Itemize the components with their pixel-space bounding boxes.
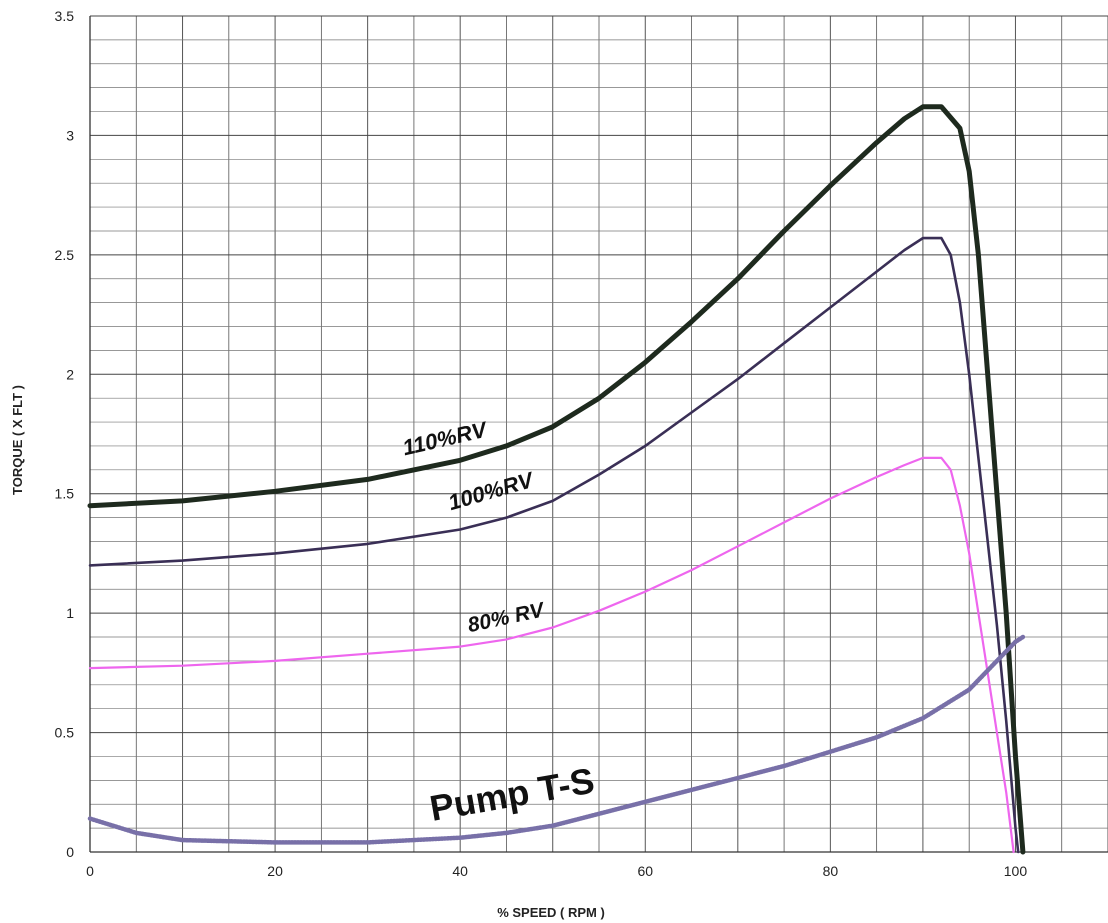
y-axis-title: TORQUE ( X FLT ) xyxy=(10,385,25,495)
series-lines xyxy=(87,104,1026,855)
y-tick-label: 1 xyxy=(66,605,74,621)
y-tick-label: 3.5 xyxy=(55,8,75,24)
x-axis-title: % SPEED ( RPM ) xyxy=(497,905,605,920)
x-tick-label: 0 xyxy=(86,863,94,879)
series-line-4 xyxy=(87,634,1026,845)
series-line-1 xyxy=(87,104,1026,855)
y-tick-label: 3 xyxy=(66,127,74,143)
y-tick-label: 0.5 xyxy=(55,725,75,741)
series-label-2: 100%RV xyxy=(445,467,538,516)
x-tick-label: 60 xyxy=(637,863,653,879)
series-line-3 xyxy=(88,456,1015,854)
grid xyxy=(89,15,1108,853)
tick-labels: 0 20 40 60 80 100 0 0.5 1 1.5 2 2.5 3 3.5 xyxy=(55,8,1028,879)
y-tick-label: 0 xyxy=(66,844,74,860)
series-label-4: Pump T-S xyxy=(427,760,598,829)
y-tick-label: 1.5 xyxy=(55,486,75,502)
x-tick-label: 100 xyxy=(1004,863,1028,879)
y-tick-label: 2.5 xyxy=(55,247,75,263)
x-tick-label: 20 xyxy=(267,863,283,879)
series-line-2 xyxy=(88,236,1020,854)
y-tick-label: 2 xyxy=(66,366,74,382)
x-tick-label: 80 xyxy=(823,863,839,879)
x-tick-label: 40 xyxy=(452,863,468,879)
